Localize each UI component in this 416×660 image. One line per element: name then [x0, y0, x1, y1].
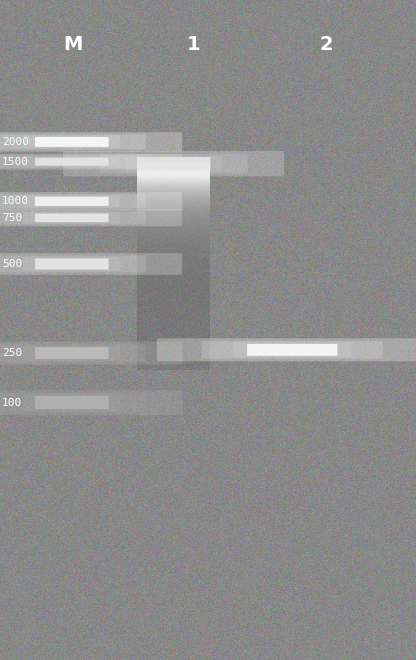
FancyBboxPatch shape	[0, 345, 146, 362]
FancyBboxPatch shape	[157, 339, 416, 361]
Text: 100: 100	[2, 397, 22, 408]
FancyBboxPatch shape	[0, 154, 182, 170]
FancyBboxPatch shape	[42, 137, 102, 147]
FancyBboxPatch shape	[143, 158, 204, 170]
FancyBboxPatch shape	[0, 393, 146, 412]
Text: 500: 500	[2, 259, 22, 269]
FancyBboxPatch shape	[0, 194, 146, 209]
FancyBboxPatch shape	[0, 253, 182, 275]
FancyBboxPatch shape	[23, 195, 120, 207]
FancyBboxPatch shape	[137, 157, 210, 170]
FancyBboxPatch shape	[42, 397, 102, 409]
FancyBboxPatch shape	[23, 346, 120, 360]
FancyBboxPatch shape	[63, 151, 284, 176]
Text: M: M	[63, 36, 82, 54]
FancyBboxPatch shape	[125, 156, 222, 172]
FancyBboxPatch shape	[0, 209, 182, 226]
FancyBboxPatch shape	[23, 135, 120, 148]
FancyBboxPatch shape	[23, 213, 120, 223]
Text: 1500: 1500	[2, 156, 29, 167]
FancyBboxPatch shape	[0, 342, 182, 364]
FancyBboxPatch shape	[23, 156, 120, 167]
FancyBboxPatch shape	[35, 214, 109, 222]
FancyBboxPatch shape	[0, 192, 182, 211]
FancyBboxPatch shape	[0, 132, 182, 152]
FancyBboxPatch shape	[23, 257, 120, 271]
FancyBboxPatch shape	[255, 344, 329, 356]
FancyBboxPatch shape	[233, 343, 352, 357]
FancyBboxPatch shape	[35, 137, 109, 147]
FancyBboxPatch shape	[100, 154, 248, 174]
FancyBboxPatch shape	[201, 341, 383, 358]
FancyBboxPatch shape	[35, 347, 109, 359]
Text: 1000: 1000	[2, 196, 29, 207]
Text: 2: 2	[320, 36, 333, 54]
FancyBboxPatch shape	[42, 197, 102, 206]
FancyBboxPatch shape	[0, 135, 146, 149]
FancyBboxPatch shape	[35, 258, 109, 269]
FancyBboxPatch shape	[42, 213, 102, 222]
FancyBboxPatch shape	[0, 255, 146, 273]
FancyBboxPatch shape	[35, 197, 109, 206]
FancyBboxPatch shape	[247, 344, 337, 356]
Text: 1: 1	[187, 36, 200, 54]
FancyBboxPatch shape	[42, 347, 102, 359]
FancyBboxPatch shape	[0, 390, 182, 415]
FancyBboxPatch shape	[42, 158, 102, 166]
FancyBboxPatch shape	[35, 158, 109, 166]
FancyBboxPatch shape	[35, 396, 109, 409]
Text: 750: 750	[2, 213, 22, 223]
Text: 250: 250	[2, 348, 22, 358]
FancyBboxPatch shape	[42, 259, 102, 269]
FancyBboxPatch shape	[23, 395, 120, 411]
FancyBboxPatch shape	[0, 211, 146, 224]
FancyBboxPatch shape	[0, 155, 146, 168]
Text: 2000: 2000	[2, 137, 29, 147]
